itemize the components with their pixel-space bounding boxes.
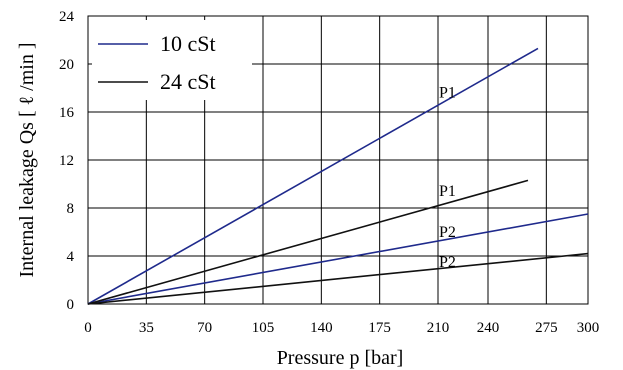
legend: 10 cSt 24 cSt: [92, 20, 252, 100]
y-axis-title: Internal leakage Qs [ ℓ /min ]: [16, 42, 38, 277]
x-tick-label: 140: [310, 320, 333, 336]
x-tick-label: 275: [535, 320, 558, 336]
x-tick-label: 210: [427, 320, 450, 336]
legend-background: [92, 20, 252, 100]
curve-label: P1: [439, 85, 456, 102]
y-tick-label: 0: [67, 297, 75, 313]
y-tick-label: 8: [67, 201, 75, 217]
series-line: [87, 252, 589, 305]
y-tick-label: 20: [59, 57, 74, 73]
y-tick-label: 16: [59, 105, 75, 121]
x-tick-label: 35: [139, 320, 154, 336]
series-line: [87, 47, 539, 305]
x-tick-label: 0: [84, 320, 92, 336]
series-line: [87, 179, 529, 305]
curve-label: P2: [439, 254, 456, 271]
x-tick-label: 70: [197, 320, 212, 336]
legend-entry: 24 cSt: [160, 69, 216, 94]
x-axis-title: Pressure p [bar]: [277, 347, 404, 369]
x-tick-label: 175: [368, 320, 391, 336]
series-lines: [87, 47, 589, 305]
y-tick-label: 12: [59, 153, 74, 169]
x-tick-label: 240: [477, 320, 500, 336]
x-tick-label: 300: [577, 320, 600, 336]
series-line: [87, 213, 589, 305]
curve-label: P2: [439, 224, 456, 241]
curve-label: P1: [439, 183, 456, 200]
y-tick-label: 24: [59, 9, 75, 25]
curve-labels: P1 P1 P2 P2: [439, 85, 456, 271]
legend-entry: 10 cSt: [160, 31, 216, 56]
tick-labels: 0 35 70 105 140 175 210 240 275 300 0 4 8 12 16 20 24: [59, 9, 599, 336]
x-tick-label: 105: [252, 320, 275, 336]
y-tick-label: 4: [67, 249, 75, 265]
